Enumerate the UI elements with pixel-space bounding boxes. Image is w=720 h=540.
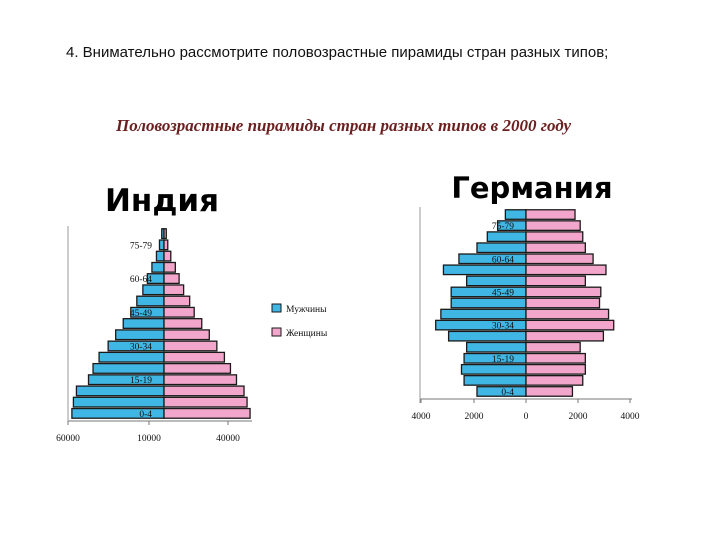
- india-bar-female-60-64: [163, 273, 180, 285]
- germany-bar-female-45-49: [525, 286, 602, 298]
- germany-age-tick-label: 75-79: [492, 222, 514, 232]
- germany-bar-male-5-9: [463, 375, 527, 386]
- india-bar-male-65-69: [151, 261, 165, 273]
- legend-swatch: [271, 327, 282, 337]
- germany-x-tick-label: 4000: [621, 412, 640, 422]
- india-bar-male-35-39: [115, 329, 165, 341]
- germany-x-tick-label: 4000: [412, 412, 431, 422]
- germany-bar-male-45-49: [450, 286, 527, 298]
- india-bar-female-30-34: [163, 340, 218, 352]
- germany-bar-male-20-24: [466, 341, 527, 353]
- germany-pyramid-chart: Германия 0-4 15-19 30-34 45-49 60-64 75-79 400…: [412, 171, 640, 422]
- india-bar-female-15-19: [163, 374, 238, 386]
- germany-age-tick-label: 45-49: [492, 288, 514, 298]
- india-bar-female-50-54: [163, 295, 191, 307]
- india-age-tick-label: 60-64: [130, 275, 152, 285]
- germany-x-tick-label: 2000: [465, 412, 484, 422]
- india-pyramid-chart: Индия 0-4 15-19 30-34 45-49 60-64 75-79 60000 1…: [56, 183, 252, 444]
- india-bar-female-0-4: [163, 407, 251, 419]
- india-bar-female-65-69: [163, 261, 176, 273]
- india-bar-female-45-49: [163, 306, 195, 318]
- india-age-tick-label: 30-34: [130, 342, 152, 352]
- germany-age-tick-label: 0-4: [501, 388, 514, 398]
- india-bar-female-75-79: [163, 239, 169, 251]
- india-bar-female-70-74: [163, 250, 172, 262]
- germany-bar-female-80+: [525, 209, 576, 220]
- germany-bar-female-20-24: [525, 341, 581, 353]
- germany-bar-male-50-54: [466, 275, 527, 287]
- germany-title: Германия: [451, 171, 612, 205]
- india-bar-male-5-9: [72, 396, 165, 408]
- india-bar-male-75-79: [158, 239, 165, 251]
- germany-bar-female-40-44: [525, 297, 601, 309]
- germany-bar-female-5-9: [525, 375, 584, 386]
- germany-bar-female-30-34: [525, 319, 615, 331]
- germany-bar-female-10-14: [525, 363, 586, 375]
- india-title: Индия: [105, 183, 219, 219]
- germany-bar-male-70-74: [486, 231, 527, 243]
- germany-bar-male-25-29: [447, 330, 527, 342]
- india-bar-female-40-44: [163, 318, 203, 329]
- germany-bar-female-70-74: [525, 231, 584, 243]
- germany-bar-female-15-19: [525, 352, 586, 364]
- india-bar-female-25-29: [163, 351, 226, 363]
- india-x-tick-label: 60000: [56, 434, 80, 444]
- india-bar-female-55-59: [163, 284, 185, 296]
- legend-label: Мужчины: [286, 305, 327, 315]
- india-bar-female-35-39: [163, 329, 210, 341]
- india-age-tick-label: 75-79: [130, 241, 152, 251]
- germany-bar-male-10-14: [460, 363, 527, 375]
- india-bar-male-20-24: [92, 362, 165, 374]
- india-x-tick-label: 40000: [216, 434, 240, 444]
- germany-bar-male-80+: [504, 209, 527, 220]
- india-bar-male-50-54: [136, 295, 165, 307]
- legend-swatch: [271, 303, 282, 313]
- india-age-tick-label: 15-19: [130, 376, 152, 386]
- germany-bar-female-50-54: [525, 275, 586, 287]
- india-bar-female-10-14: [163, 385, 245, 397]
- germany-bar-female-75-79: [525, 220, 581, 231]
- figure-title: Половозрастные пирамиды стран разных тип…: [116, 116, 572, 135]
- india-bar-female-20-24: [163, 362, 232, 374]
- india-age-tick-label: 45-49: [130, 309, 152, 319]
- germany-x-tick-label: 2000: [569, 412, 588, 422]
- india-bar-male-55-59: [142, 284, 165, 296]
- legend-label: Женщины: [286, 329, 328, 339]
- germany-bar-male-35-39: [440, 308, 527, 320]
- germany-bar-female-25-29: [525, 330, 605, 342]
- germany-bar-male-65-69: [476, 242, 527, 254]
- india-bar-male-70-74: [155, 250, 165, 262]
- germany-x-tick-label: 0: [524, 412, 529, 422]
- chart-legend: Мужчины Женщины: [271, 303, 328, 339]
- india-bar-male-25-29: [98, 351, 165, 363]
- germany-bar-female-35-39: [525, 308, 610, 320]
- india-age-tick-label: 0-4: [139, 410, 152, 420]
- germany-age-tick-label: 60-64: [492, 255, 514, 265]
- india-bar-female-5-9: [163, 396, 248, 408]
- india-bar-male-10-14: [75, 385, 165, 397]
- india-bar-female-80+: [163, 228, 167, 240]
- india-bar-male-15-19: [87, 374, 165, 386]
- india-bar-male-40-44: [122, 318, 165, 329]
- germany-bar-female-0-4: [525, 386, 574, 397]
- germany-bar-male-40-44: [450, 297, 527, 309]
- germany-bar-female-65-69: [525, 242, 586, 254]
- slide-header: 4. Внимательно рассмотрите половозрастны…: [66, 44, 609, 61]
- germany-age-tick-label: 15-19: [492, 355, 514, 365]
- germany-age-tick-label: 30-34: [492, 322, 514, 332]
- germany-bar-female-55-59: [525, 264, 607, 276]
- india-x-tick-label: 10000: [137, 434, 161, 444]
- germany-bar-male-55-59: [442, 264, 527, 276]
- germany-bar-female-60-64: [525, 253, 594, 265]
